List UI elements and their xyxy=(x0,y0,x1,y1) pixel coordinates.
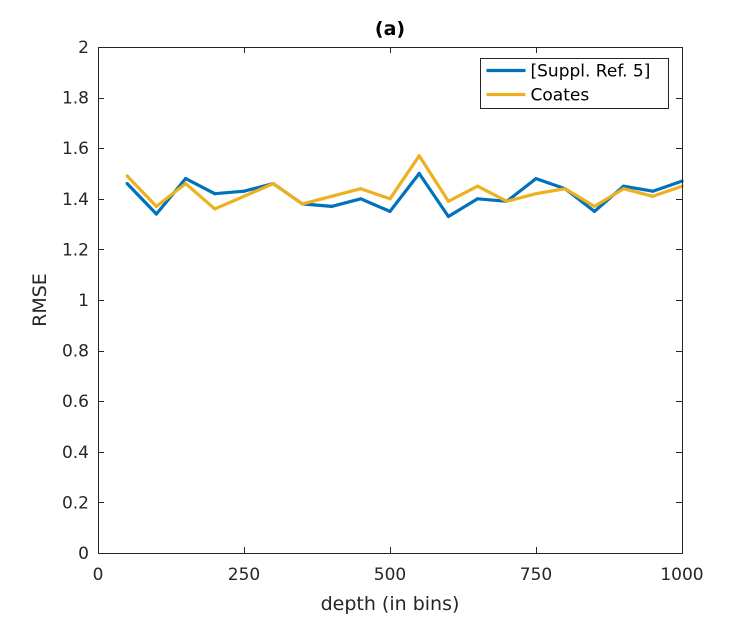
data-point xyxy=(184,177,188,181)
chart-title: (a) xyxy=(375,18,405,40)
data-point xyxy=(446,214,450,219)
data-point xyxy=(446,199,450,203)
data-point xyxy=(213,192,217,196)
data-point xyxy=(417,171,421,176)
y-tick-label: 0 xyxy=(78,544,89,564)
x-axis-title: depth (in bins) xyxy=(321,593,460,615)
data-point xyxy=(125,174,129,178)
series-line-1 xyxy=(126,171,683,219)
data-point xyxy=(271,182,275,186)
data-point xyxy=(534,177,538,181)
legend-label-2: Coates xyxy=(531,86,590,106)
data-point xyxy=(242,194,246,198)
series-line-2 xyxy=(126,154,683,211)
data-point xyxy=(651,194,655,198)
y-tick-label: 1.4 xyxy=(62,190,89,210)
legend: [Suppl. Ref. 5] Coates xyxy=(480,58,669,109)
y-tick-label: 0.2 xyxy=(62,493,89,513)
y-tick-label: 1.2 xyxy=(62,240,89,260)
data-point xyxy=(359,187,363,191)
data-point xyxy=(330,194,334,198)
data-point xyxy=(505,199,509,203)
y-tick-label: 0.8 xyxy=(62,342,89,362)
data-point xyxy=(622,187,626,191)
data-point xyxy=(242,189,246,193)
y-tick-label: 2 xyxy=(78,38,89,58)
data-point xyxy=(563,187,567,191)
legend-box xyxy=(480,58,669,109)
data-point xyxy=(651,189,655,193)
data-point xyxy=(154,212,158,216)
data-point xyxy=(125,182,129,186)
data-point xyxy=(476,197,480,201)
data-point xyxy=(213,207,217,211)
data-point xyxy=(592,204,597,208)
data-point xyxy=(388,209,392,213)
y-tick-label: 1.6 xyxy=(62,139,89,159)
x-tick-label: 0 xyxy=(93,565,104,585)
data-point xyxy=(388,197,392,201)
plot-area xyxy=(98,47,682,553)
data-point xyxy=(330,204,334,208)
y-tick-label: 0.4 xyxy=(62,443,89,463)
x-tick-label: 250 xyxy=(228,565,260,585)
y-tick-label: 1 xyxy=(78,291,89,311)
y-axis-title: RMSE xyxy=(29,273,51,327)
legend-label-1: [Suppl. Ref. 5] xyxy=(531,62,651,82)
ticks-layer: 0 250 500 750 1000 0 0.2 0.4 0.6 0.8 1 1.2 1.4 1.6 1.8… xyxy=(62,38,704,585)
data-point xyxy=(184,182,188,186)
series-layer xyxy=(125,154,684,219)
y-tick-label: 1.8 xyxy=(62,89,89,109)
data-point xyxy=(359,197,363,201)
data-point xyxy=(622,184,626,188)
y-tick-label: 0.6 xyxy=(62,392,89,412)
data-point xyxy=(534,192,538,196)
data-point xyxy=(300,202,304,206)
data-point xyxy=(417,154,421,158)
x-tick-label: 750 xyxy=(520,565,552,585)
data-point xyxy=(154,204,158,208)
x-tick-label: 500 xyxy=(374,565,406,585)
data-point xyxy=(592,209,597,213)
data-point xyxy=(476,184,480,188)
x-tick-label: 1000 xyxy=(660,565,703,585)
